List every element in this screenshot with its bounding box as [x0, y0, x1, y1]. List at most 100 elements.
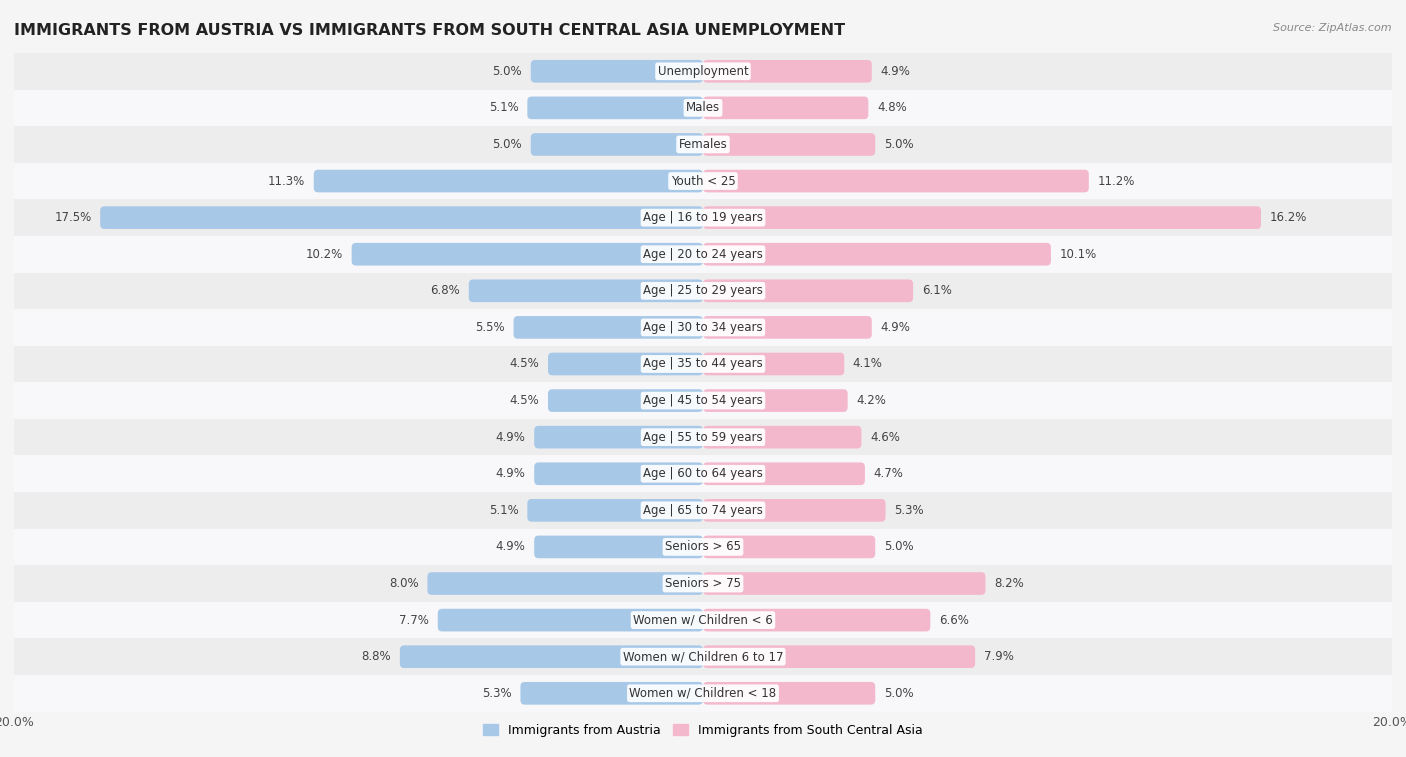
Text: IMMIGRANTS FROM AUSTRIA VS IMMIGRANTS FROM SOUTH CENTRAL ASIA UNEMPLOYMENT: IMMIGRANTS FROM AUSTRIA VS IMMIGRANTS FR…	[14, 23, 845, 38]
Text: 8.8%: 8.8%	[361, 650, 391, 663]
Text: 11.3%: 11.3%	[269, 175, 305, 188]
Text: Age | 20 to 24 years: Age | 20 to 24 years	[643, 248, 763, 260]
Text: 4.9%: 4.9%	[496, 431, 526, 444]
Text: Age | 16 to 19 years: Age | 16 to 19 years	[643, 211, 763, 224]
Text: 10.2%: 10.2%	[305, 248, 343, 260]
FancyBboxPatch shape	[527, 499, 703, 522]
FancyBboxPatch shape	[703, 572, 986, 595]
FancyBboxPatch shape	[531, 60, 703, 83]
Text: 11.2%: 11.2%	[1098, 175, 1135, 188]
Bar	[14, 236, 1392, 273]
Text: Age | 25 to 29 years: Age | 25 to 29 years	[643, 285, 763, 298]
FancyBboxPatch shape	[703, 243, 1050, 266]
FancyBboxPatch shape	[703, 499, 886, 522]
Legend: Immigrants from Austria, Immigrants from South Central Asia: Immigrants from Austria, Immigrants from…	[478, 718, 928, 742]
Text: Women w/ Children < 6: Women w/ Children < 6	[633, 614, 773, 627]
FancyBboxPatch shape	[703, 97, 869, 119]
Text: 4.8%: 4.8%	[877, 101, 907, 114]
Bar	[14, 53, 1392, 89]
FancyBboxPatch shape	[520, 682, 703, 705]
Bar	[14, 273, 1392, 309]
Text: 5.0%: 5.0%	[492, 138, 522, 151]
FancyBboxPatch shape	[534, 426, 703, 448]
Text: Youth < 25: Youth < 25	[671, 175, 735, 188]
FancyBboxPatch shape	[703, 463, 865, 485]
Bar	[14, 419, 1392, 456]
Text: 4.5%: 4.5%	[509, 357, 540, 370]
Text: 5.5%: 5.5%	[475, 321, 505, 334]
Bar	[14, 602, 1392, 638]
Bar	[14, 565, 1392, 602]
FancyBboxPatch shape	[703, 609, 931, 631]
Text: Women w/ Children 6 to 17: Women w/ Children 6 to 17	[623, 650, 783, 663]
Text: Unemployment: Unemployment	[658, 65, 748, 78]
Text: 4.7%: 4.7%	[873, 467, 904, 480]
Text: 4.9%: 4.9%	[496, 540, 526, 553]
Text: 5.3%: 5.3%	[894, 504, 924, 517]
FancyBboxPatch shape	[468, 279, 703, 302]
FancyBboxPatch shape	[703, 536, 875, 558]
Bar	[14, 675, 1392, 712]
FancyBboxPatch shape	[703, 646, 976, 668]
FancyBboxPatch shape	[703, 60, 872, 83]
Text: 4.5%: 4.5%	[509, 394, 540, 407]
Bar	[14, 126, 1392, 163]
FancyBboxPatch shape	[548, 353, 703, 375]
FancyBboxPatch shape	[703, 426, 862, 448]
FancyBboxPatch shape	[100, 207, 703, 229]
Text: 4.9%: 4.9%	[880, 65, 910, 78]
Text: Age | 45 to 54 years: Age | 45 to 54 years	[643, 394, 763, 407]
Bar	[14, 638, 1392, 675]
FancyBboxPatch shape	[527, 97, 703, 119]
FancyBboxPatch shape	[703, 682, 875, 705]
Text: 8.2%: 8.2%	[994, 577, 1024, 590]
FancyBboxPatch shape	[703, 133, 875, 156]
Text: Age | 60 to 64 years: Age | 60 to 64 years	[643, 467, 763, 480]
FancyBboxPatch shape	[703, 389, 848, 412]
Text: Age | 55 to 59 years: Age | 55 to 59 years	[643, 431, 763, 444]
FancyBboxPatch shape	[703, 170, 1088, 192]
Bar	[14, 309, 1392, 346]
Text: 7.9%: 7.9%	[984, 650, 1014, 663]
Text: Seniors > 75: Seniors > 75	[665, 577, 741, 590]
Text: Males: Males	[686, 101, 720, 114]
FancyBboxPatch shape	[427, 572, 703, 595]
Bar	[14, 382, 1392, 419]
Text: 6.1%: 6.1%	[922, 285, 952, 298]
Text: Age | 65 to 74 years: Age | 65 to 74 years	[643, 504, 763, 517]
FancyBboxPatch shape	[399, 646, 703, 668]
Text: 4.9%: 4.9%	[496, 467, 526, 480]
Text: Age | 30 to 34 years: Age | 30 to 34 years	[643, 321, 763, 334]
FancyBboxPatch shape	[352, 243, 703, 266]
Bar	[14, 89, 1392, 126]
Text: 4.9%: 4.9%	[880, 321, 910, 334]
FancyBboxPatch shape	[314, 170, 703, 192]
Text: Age | 35 to 44 years: Age | 35 to 44 years	[643, 357, 763, 370]
FancyBboxPatch shape	[703, 353, 844, 375]
Bar	[14, 456, 1392, 492]
Text: 4.1%: 4.1%	[853, 357, 883, 370]
Text: 5.0%: 5.0%	[884, 540, 914, 553]
Text: 5.3%: 5.3%	[482, 687, 512, 699]
Text: 5.1%: 5.1%	[489, 504, 519, 517]
Text: 17.5%: 17.5%	[55, 211, 91, 224]
Bar	[14, 346, 1392, 382]
Text: 5.1%: 5.1%	[489, 101, 519, 114]
FancyBboxPatch shape	[534, 536, 703, 558]
FancyBboxPatch shape	[534, 463, 703, 485]
Text: 7.7%: 7.7%	[399, 614, 429, 627]
Text: Women w/ Children < 18: Women w/ Children < 18	[630, 687, 776, 699]
FancyBboxPatch shape	[437, 609, 703, 631]
FancyBboxPatch shape	[703, 207, 1261, 229]
Text: 16.2%: 16.2%	[1270, 211, 1308, 224]
Bar	[14, 199, 1392, 236]
FancyBboxPatch shape	[703, 279, 912, 302]
Text: Source: ZipAtlas.com: Source: ZipAtlas.com	[1274, 23, 1392, 33]
Bar	[14, 492, 1392, 528]
Text: 4.2%: 4.2%	[856, 394, 886, 407]
Text: 5.0%: 5.0%	[884, 138, 914, 151]
Text: 6.6%: 6.6%	[939, 614, 969, 627]
Text: Seniors > 65: Seniors > 65	[665, 540, 741, 553]
FancyBboxPatch shape	[703, 316, 872, 338]
Bar	[14, 163, 1392, 199]
